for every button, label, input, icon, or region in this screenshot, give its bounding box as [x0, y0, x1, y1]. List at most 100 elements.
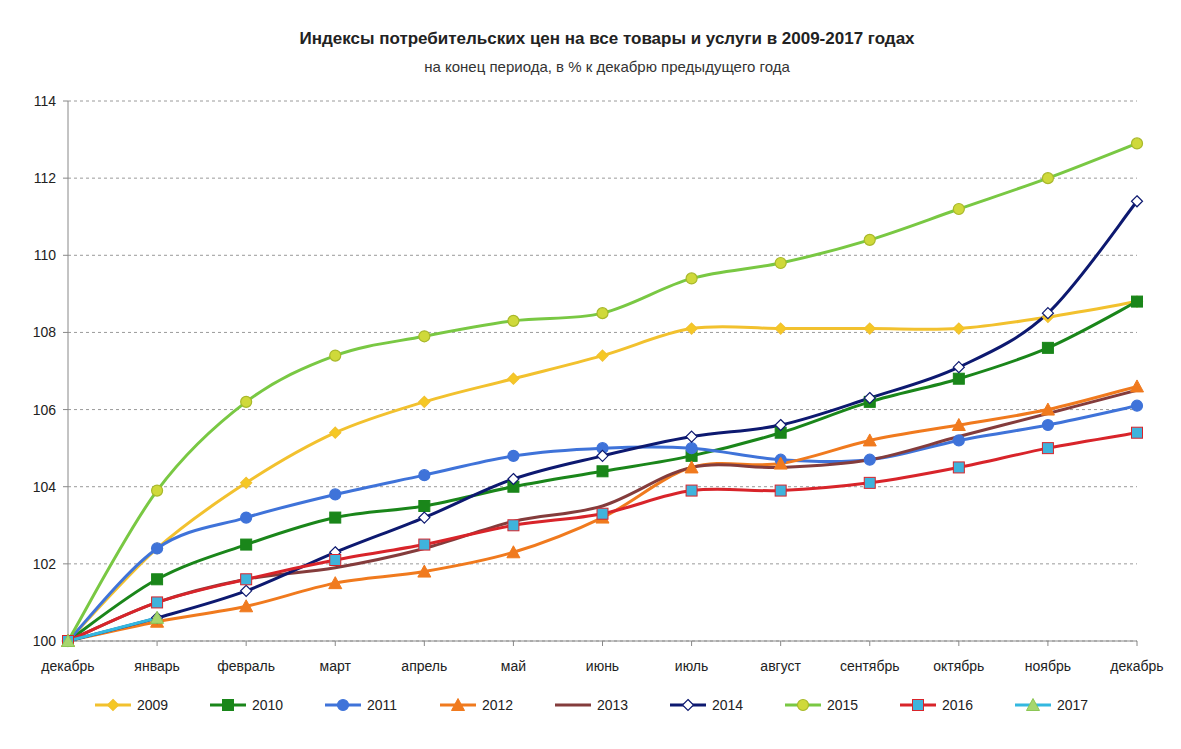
data-point [597, 466, 608, 477]
grid-line [68, 486, 1137, 487]
legend-marker [913, 700, 924, 711]
data-point [952, 419, 965, 431]
x-tick-label: ноябрь [1025, 658, 1071, 674]
y-tick [63, 486, 68, 487]
data-point [63, 636, 74, 647]
data-point [686, 443, 697, 454]
data-point [508, 373, 519, 384]
data-point [863, 434, 876, 446]
chart: Индексы потребительских цен на все товар… [0, 0, 1181, 749]
grid-line [68, 563, 1137, 564]
data-point [507, 546, 520, 558]
y-tick [63, 409, 68, 410]
x-tick-label: октябрь [933, 658, 984, 674]
data-point [597, 508, 608, 519]
x-tick-label: август [760, 658, 801, 674]
y-tick-label: 104 [33, 479, 57, 495]
legend-marker [452, 699, 465, 711]
y-tick-label: 114 [34, 93, 57, 109]
series-line [68, 302, 1137, 641]
x-tick-label: декабрь [41, 658, 94, 674]
y-axis [68, 101, 69, 641]
legend-label: 2013 [597, 697, 628, 713]
data-point [419, 512, 430, 523]
series-line [68, 390, 1137, 641]
legend-marker [108, 700, 119, 711]
data-point [1042, 173, 1053, 184]
data-point [63, 636, 74, 647]
data-point [330, 555, 341, 566]
data-point [63, 636, 74, 647]
data-point [597, 308, 608, 319]
data-point [419, 501, 430, 512]
data-point [1041, 403, 1054, 415]
x-tick-label: июль [675, 658, 708, 674]
data-point [685, 461, 698, 473]
data-point [1132, 296, 1143, 307]
legend-label: 2011 [367, 697, 397, 713]
data-point [241, 512, 252, 523]
x-tick-label: март [320, 658, 352, 674]
x-tick-label: сентябрь [840, 658, 900, 674]
data-point [953, 462, 964, 473]
y-tick [63, 332, 68, 333]
y-tick-label: 100 [33, 633, 57, 649]
x-tick [869, 641, 870, 646]
data-point [1132, 400, 1143, 411]
data-point [775, 420, 786, 431]
data-point [241, 585, 252, 596]
data-point [864, 393, 875, 404]
data-point [1132, 296, 1143, 307]
data-point [62, 635, 75, 647]
x-tick [424, 641, 425, 646]
markers [62, 138, 1144, 647]
y-tick-label: 106 [33, 402, 57, 418]
x-tick [602, 641, 603, 646]
data-point [151, 611, 164, 623]
data-point [597, 350, 608, 361]
data-point [329, 577, 342, 589]
x-tick [157, 641, 158, 646]
data-point [1131, 380, 1144, 392]
data-point [508, 520, 519, 531]
legend-marker [683, 700, 694, 711]
legend-label: 2015 [827, 697, 858, 713]
data-point [953, 323, 964, 334]
data-point [864, 234, 875, 245]
legend-label: 2017 [1057, 697, 1088, 713]
data-point [241, 539, 252, 550]
data-point [686, 431, 697, 442]
data-point [241, 574, 252, 585]
data-point [330, 489, 341, 500]
data-point [63, 636, 74, 647]
x-tick [1137, 641, 1138, 646]
data-point [1132, 427, 1143, 438]
data-point [152, 543, 163, 554]
x-tick-label: декабрь [1110, 658, 1163, 674]
data-point [419, 331, 430, 342]
data-point [330, 350, 341, 361]
data-point [508, 315, 519, 326]
data-point [152, 543, 163, 554]
series-line [68, 386, 1137, 641]
legend-marker [223, 700, 234, 711]
data-point [240, 600, 253, 612]
data-point [63, 636, 74, 647]
x-tick [780, 641, 781, 646]
data-point [1042, 443, 1053, 454]
grid [63, 101, 1137, 641]
legend-label: 2016 [942, 697, 973, 713]
data-point [152, 597, 163, 608]
y-tick [63, 255, 68, 256]
legend-label: 2010 [252, 697, 283, 713]
data-point [1042, 420, 1053, 431]
y-tick [63, 101, 68, 102]
legend-marker [798, 700, 809, 711]
data-point [774, 457, 787, 469]
legend: 200920102011201220132014201520162017 [95, 697, 1088, 713]
data-point [864, 477, 875, 488]
x-tick [335, 641, 336, 646]
legend-label: 2014 [712, 697, 743, 713]
legend-label: 2012 [482, 697, 513, 713]
x-tick-label: май [501, 658, 526, 674]
